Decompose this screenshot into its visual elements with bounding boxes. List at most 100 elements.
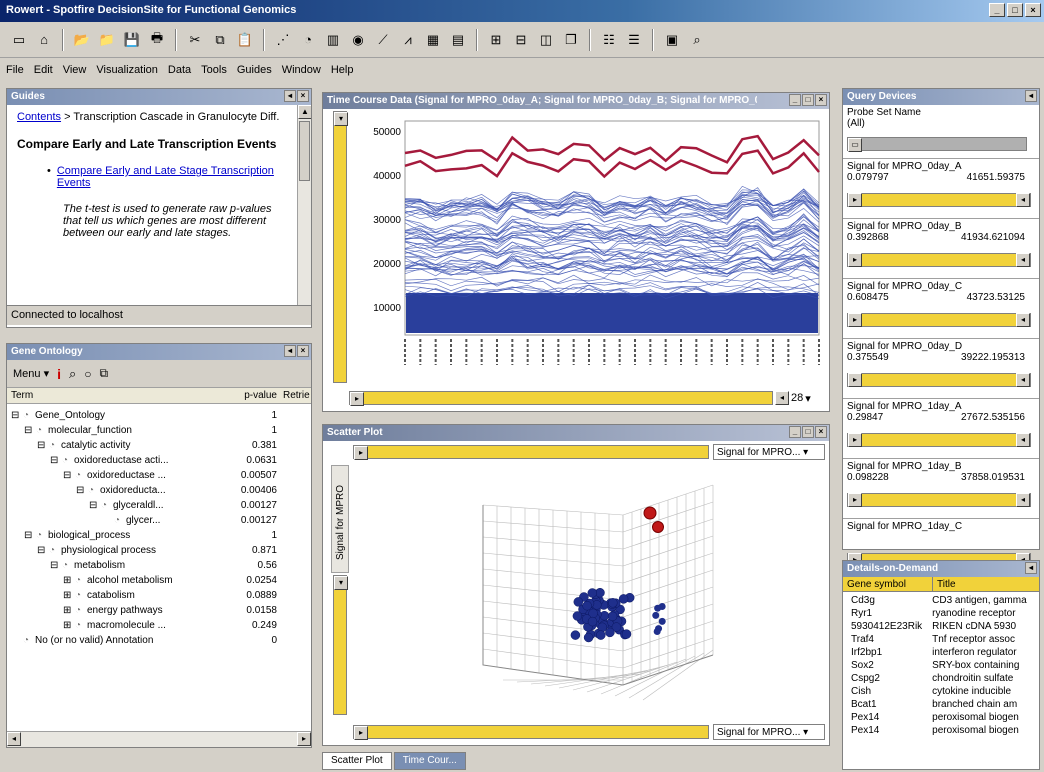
table-row[interactable]: Sox2 SRY-box containing <box>843 659 1039 672</box>
search-icon[interactable]: ⌕ <box>69 365 77 381</box>
slider-min-handle-icon[interactable]: ▸ <box>848 493 862 507</box>
highlighted-point[interactable] <box>652 521 664 533</box>
filter-icon[interactable]: ▣ <box>665 31 679 47</box>
y-axis-range-slider[interactable]: ▾ <box>333 111 348 383</box>
range-slider[interactable]: ▸◂ <box>847 193 1031 207</box>
dock-button[interactable]: ◂ <box>1025 90 1037 102</box>
slider-min-handle-icon[interactable]: ▸ <box>848 373 862 387</box>
globe-icon[interactable]: ◉ <box>352 31 364 47</box>
tree-row[interactable]: ⊟ ◔ molecular_function 1 <box>7 423 311 438</box>
maximize-button[interactable]: □ <box>1007 3 1023 17</box>
menu-visualization[interactable]: Visualization <box>96 64 158 76</box>
tile-horizontal-icon[interactable]: ⊟ <box>515 31 527 47</box>
y-axis-slider[interactable]: ▾ <box>333 575 348 715</box>
probe-set-slider[interactable]: ▭ <box>847 137 1027 152</box>
scatter-point[interactable] <box>618 594 629 604</box>
close-panel-button[interactable]: × <box>297 90 309 102</box>
close-button[interactable]: × <box>815 426 827 438</box>
expander-icon[interactable]: ⊟ <box>76 485 85 496</box>
scatter-point[interactable] <box>611 622 622 632</box>
slider-left-icon[interactable]: ▸ <box>350 392 364 406</box>
scatter-point[interactable] <box>583 632 594 643</box>
info-icon[interactable]: i <box>57 365 61 382</box>
expander-icon[interactable]: ⊟ <box>50 455 59 466</box>
dock-button[interactable]: ◂ <box>284 345 296 357</box>
open-icon[interactable]: 📁 <box>98 31 116 47</box>
scatter-icon[interactable]: ⋰ <box>276 31 290 47</box>
profile-chart-icon[interactable]: ⩘ <box>404 31 412 47</box>
properties-icon[interactable]: ☷ <box>603 31 615 47</box>
zoom-left-icon[interactable]: ◂ <box>775 391 789 405</box>
highlighted-point[interactable] <box>643 506 657 520</box>
scatter-point[interactable] <box>608 598 618 608</box>
minimize-button[interactable]: _ <box>789 426 801 438</box>
table-row[interactable]: Ryr1 ryanodine receptor <box>843 607 1039 620</box>
compare-stages-link[interactable]: Compare Early and Late Stage Transcripti… <box>56 165 274 189</box>
slider-max-handle-icon[interactable]: ◂ <box>1016 373 1030 387</box>
scatter-point[interactable] <box>582 600 592 611</box>
close-button[interactable]: × <box>815 94 827 106</box>
expander-icon[interactable]: ⊟ <box>89 500 98 511</box>
scatter-point[interactable] <box>597 622 608 633</box>
expander-icon[interactable]: ⊟ <box>50 560 59 571</box>
tree-row[interactable]: ⊞ ◔ energy pathways 0.0158 <box>7 603 311 618</box>
print-icon[interactable]: 🖶 <box>150 29 164 45</box>
col-gene-symbol[interactable]: Gene symbol <box>843 577 933 591</box>
tree-row[interactable]: ⊞ ◔ catabolism 0.0889 <box>7 588 311 603</box>
slider-max-handle-icon[interactable]: ◂ <box>1016 493 1030 507</box>
bar-chart-icon[interactable]: ▥ <box>326 31 340 47</box>
range-slider[interactable]: ▸◂ <box>847 253 1031 267</box>
close-button[interactable]: × <box>1025 3 1041 17</box>
col-term[interactable]: Term <box>11 390 34 401</box>
menu-window[interactable]: Window <box>281 64 321 76</box>
tree-row[interactable]: ⊟ ◔ metabolism 0.56 <box>7 558 311 573</box>
expander-icon[interactable]: ⊞ <box>63 605 72 616</box>
scatter-point[interactable] <box>654 604 662 612</box>
cascade-icon[interactable]: ❐ <box>565 31 577 47</box>
slider-up-icon[interactable]: ▾ <box>334 112 348 126</box>
range-slider[interactable]: ▸◂ <box>847 433 1031 447</box>
tab-scatter-plot[interactable]: Scatter Plot <box>322 752 392 770</box>
circle-icon[interactable]: ○ <box>84 366 92 381</box>
table-row[interactable]: Pex14 peroxisomal biogen <box>843 711 1039 724</box>
minimize-button[interactable]: _ <box>989 3 1005 17</box>
menu-data[interactable]: Data <box>167 64 192 76</box>
gene-hscrollbar[interactable]: ◂ ▸ <box>7 731 311 747</box>
expander-icon[interactable]: ⊟ <box>24 530 33 541</box>
close-panel-button[interactable]: × <box>297 345 309 357</box>
tile-icon[interactable]: ⊞ <box>490 31 502 47</box>
maximize-button[interactable]: □ <box>802 94 814 106</box>
table-row[interactable]: Irf2bp1 interferon regulator <box>843 646 1039 659</box>
tile-vertical-icon[interactable]: ◫ <box>539 31 553 47</box>
guides-scrollbar[interactable]: ▲ <box>297 105 311 305</box>
table-row[interactable]: Bcat1 branched chain am <box>843 698 1039 711</box>
z-axis-range-slider[interactable]: ▸ <box>353 445 709 460</box>
open-folder-icon[interactable]: 📂 <box>73 31 91 47</box>
dock-button[interactable]: ◂ <box>1025 562 1037 574</box>
slider-max-handle-icon[interactable]: ◂ <box>1016 193 1030 207</box>
axis-selector[interactable]: Signal for MPRO... ▾ <box>713 444 825 460</box>
breadcrumb-contents-link[interactable]: Contents <box>17 111 62 123</box>
slider-max-handle-icon[interactable]: ◂ <box>1016 433 1030 447</box>
slider-min-handle-icon[interactable]: ▸ <box>848 433 862 447</box>
vertical-axis-selector[interactable]: Signal for MPRO <box>331 465 349 573</box>
heatmap-icon[interactable]: ▦ <box>426 31 440 47</box>
tree-row[interactable]: ◔ glycer... 0.00127 <box>7 513 311 528</box>
tab-time-course[interactable]: Time Cour... <box>393 752 466 770</box>
expander-icon[interactable]: ⊟ <box>37 545 46 556</box>
expander-icon[interactable]: ⊞ <box>63 620 72 631</box>
scatter-point[interactable] <box>621 629 632 639</box>
copy-icon[interactable]: ⧉ <box>215 31 225 47</box>
zoom-control[interactable]: ◂ 28 ▾ <box>775 391 811 405</box>
expander-icon[interactable]: ⊞ <box>63 590 72 601</box>
line-chart-icon[interactable]: ⟋ <box>378 31 388 47</box>
expander-icon[interactable]: ⊟ <box>37 440 46 451</box>
new-icon[interactable]: ▭ <box>12 31 26 47</box>
menu-tools[interactable]: Tools <box>201 64 227 76</box>
slider-up-icon[interactable]: ▾ <box>334 576 348 590</box>
slider-icon[interactable]: ▸ <box>354 446 368 460</box>
scatter-point[interactable] <box>658 617 666 625</box>
menu-file[interactable]: File <box>6 64 24 76</box>
slider-min-handle-icon[interactable]: ▸ <box>848 193 862 207</box>
tree-row[interactable]: ⊞ ◔ macromolecule ... 0.249 <box>7 618 311 633</box>
